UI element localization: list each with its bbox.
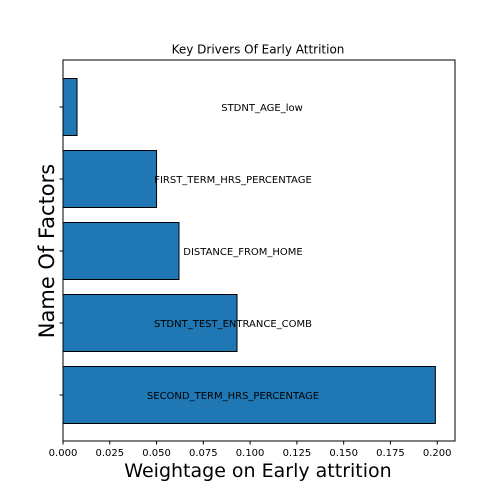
x-tick-label: 0.075 [189, 448, 218, 459]
bar-label: STDNT_TEST_ENTRANCE_COMB [154, 319, 312, 330]
x-tick-label: 0.200 [423, 448, 452, 459]
y-axis-label: Name Of Factors [35, 164, 59, 338]
x-tick-label: 0.150 [329, 448, 358, 459]
x-tick-label: 0.125 [283, 448, 312, 459]
x-tick-label: 0.025 [95, 448, 124, 459]
bar-first-term-hrs-percentage [62, 150, 158, 208]
x-axis-label: Weightage on Early attrition [124, 460, 391, 482]
bar-labels-group: SECOND_TERM_HRS_PERCENTAGE STDNT_TEST_ENT… [147, 103, 319, 402]
x-tick-label: 0.000 [49, 448, 78, 459]
bar-label: DISTANCE_FROM_HOME [183, 247, 303, 258]
chart-title: Key Drivers Of Early Attrition [172, 43, 345, 57]
y-axis-ticks [59, 106, 63, 396]
bars-group [62, 78, 436, 424]
x-tick-label: 0.175 [376, 448, 405, 459]
bar-stdnt-test-entrance-comb [62, 294, 238, 352]
bar-distance-from-home [62, 222, 180, 280]
bar-label: SECOND_TERM_HRS_PERCENTAGE [147, 391, 319, 402]
bar-label: FIRST_TERM_HRS_PERCENTAGE [154, 175, 312, 186]
x-tick-label: 0.050 [142, 448, 171, 459]
bar-stdnt-age-low [62, 78, 78, 136]
bar-label: STDNT_AGE_low [221, 103, 303, 114]
bar-second-term-hrs-percentage [62, 366, 436, 424]
x-tick-label: 0.100 [236, 448, 265, 459]
x-axis-ticks: 0.000 0.025 0.050 0.075 0.100 0.125 0.150 0.175… [49, 441, 452, 459]
